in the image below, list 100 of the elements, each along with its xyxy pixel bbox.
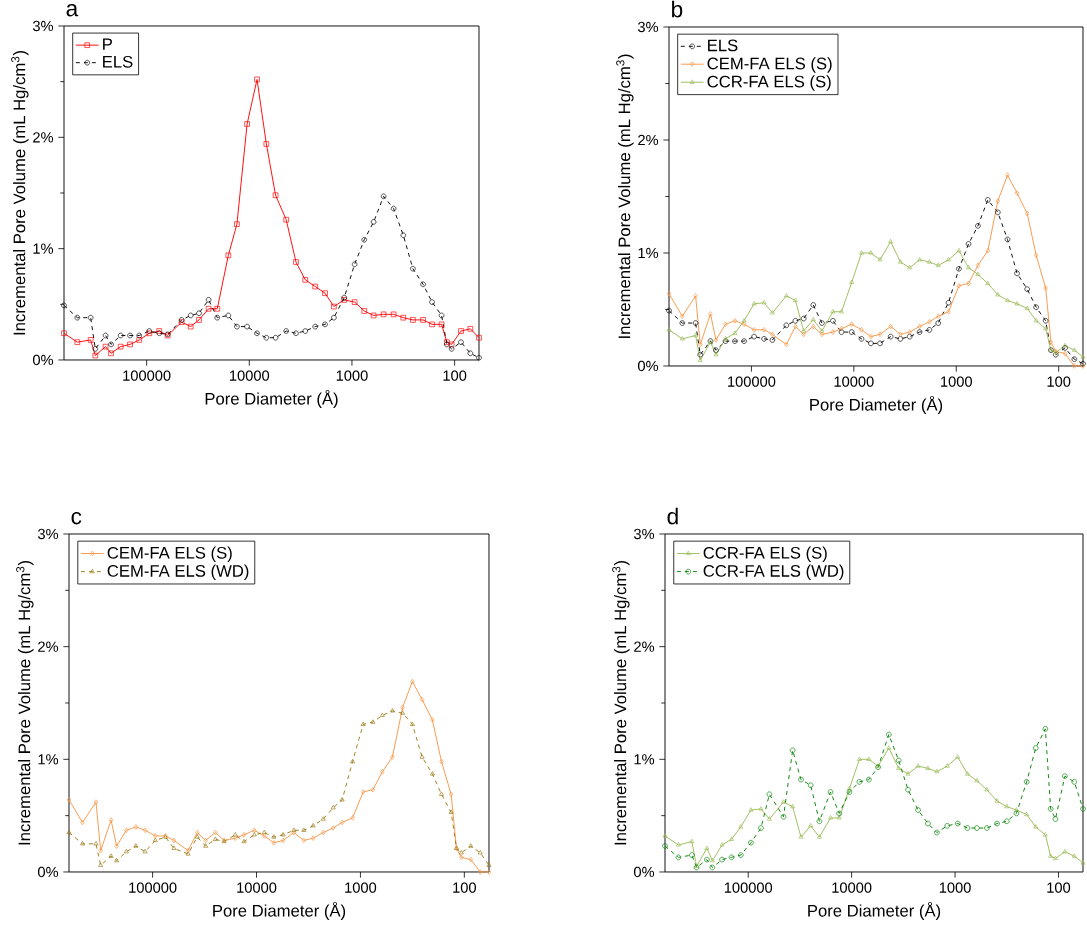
point (205, 306, 212, 312)
point (1025, 210, 1030, 217)
point (331, 303, 337, 310)
point (350, 815, 355, 821)
point (196, 310, 202, 316)
point (410, 678, 415, 685)
point (1004, 236, 1011, 243)
point (925, 820, 931, 827)
point (312, 323, 318, 330)
point (719, 856, 725, 863)
point (666, 307, 672, 314)
point (370, 219, 377, 225)
point (66, 829, 72, 835)
point (944, 763, 950, 768)
point (311, 835, 316, 841)
point (732, 330, 738, 335)
point (888, 238, 894, 244)
point (994, 798, 1000, 803)
point (241, 832, 247, 838)
point (133, 843, 139, 848)
point (748, 839, 754, 846)
point (975, 271, 981, 276)
point (321, 829, 326, 836)
point (819, 320, 825, 326)
point (1004, 818, 1010, 825)
point (1004, 803, 1010, 809)
point (830, 318, 836, 324)
point (792, 318, 799, 324)
point (448, 809, 454, 814)
point (187, 323, 194, 330)
point (887, 333, 894, 340)
point (915, 807, 921, 813)
point (858, 336, 865, 342)
point (985, 280, 991, 286)
point (877, 257, 883, 262)
point (429, 321, 435, 328)
point (136, 332, 142, 339)
point (380, 768, 385, 775)
point (915, 763, 921, 768)
point (836, 810, 842, 817)
point (361, 237, 367, 243)
point (1034, 252, 1039, 258)
point (410, 265, 416, 272)
point (839, 325, 844, 332)
chart-title: d (667, 507, 678, 525)
point (1043, 285, 1048, 291)
point (429, 299, 435, 305)
point (429, 771, 435, 776)
point (956, 266, 962, 272)
point (877, 340, 883, 347)
x-tick-label: 100000 (123, 370, 171, 381)
x-tick-label: 100 (1047, 882, 1071, 893)
point (203, 837, 208, 844)
point (905, 771, 911, 776)
point (995, 198, 1000, 204)
point (713, 347, 719, 353)
point (729, 836, 734, 841)
point (984, 825, 990, 831)
point (828, 815, 833, 820)
point (380, 311, 387, 318)
point (272, 192, 279, 198)
point (830, 309, 836, 314)
point (926, 327, 933, 333)
point (769, 337, 776, 343)
point (819, 331, 825, 338)
point (261, 829, 267, 835)
x-tick-label: 100 (443, 370, 467, 381)
y-tick-label: 1% (33, 243, 54, 254)
point (272, 334, 279, 341)
point (966, 264, 971, 270)
x-tick-label: 10000 (834, 376, 874, 387)
point (728, 854, 735, 861)
point (761, 299, 767, 305)
x-tick-label: 1000 (345, 882, 377, 893)
x-tick-label: 1000 (941, 376, 972, 387)
point (810, 316, 816, 322)
point (152, 837, 158, 842)
point (811, 323, 816, 330)
point (662, 843, 668, 849)
point (896, 765, 902, 770)
point (935, 320, 941, 326)
y-tick-label: 0% (37, 866, 59, 878)
chart-title: c (71, 511, 82, 525)
x-tick-label: 100000 (724, 882, 773, 893)
point (171, 845, 177, 850)
point (857, 756, 862, 761)
point (61, 302, 67, 309)
point (291, 829, 297, 836)
point (906, 333, 913, 340)
legend-label: ELS (708, 39, 738, 52)
y-tick-label: 0% (633, 866, 655, 878)
point (410, 317, 416, 323)
point (917, 323, 922, 330)
point (400, 704, 405, 711)
point (117, 332, 124, 339)
point (995, 209, 1001, 216)
x-tick-label: 100000 (129, 882, 177, 893)
x-tick-label: 10000 (832, 882, 872, 893)
point (738, 824, 744, 829)
point (339, 819, 345, 826)
